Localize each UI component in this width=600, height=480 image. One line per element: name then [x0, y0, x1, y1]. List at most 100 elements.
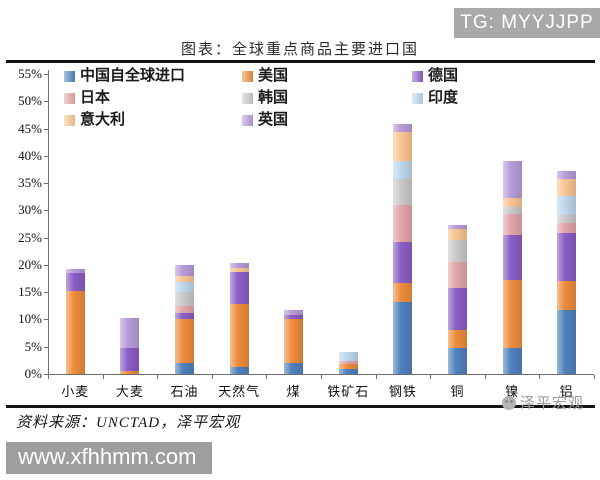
y-axis-tick — [44, 292, 48, 294]
bar-segment-德国 — [175, 312, 194, 319]
bar-segment-印度 — [338, 352, 358, 361]
bar-segment-英国 — [448, 225, 467, 229]
watermark-logo-icon — [501, 395, 516, 410]
bar-segment-英国 — [120, 317, 140, 348]
bar-segment-德国 — [120, 347, 140, 372]
bar-segment-英国 — [229, 263, 249, 269]
y-axis-tick — [44, 74, 48, 75]
tg-badge: TG: MYYJJPP — [454, 8, 600, 38]
legend-label: 日本 — [80, 90, 111, 106]
legend-item-英国: 英国 — [242, 110, 412, 131]
x-axis-tick — [211, 375, 213, 379]
x-axis-category-label: 镍 — [505, 384, 520, 399]
bar-segment-中国自全球进口 — [175, 362, 194, 374]
bar-segment-英国 — [175, 264, 194, 277]
bar-segment-德国 — [65, 272, 85, 292]
bar-segment-中国自全球进口 — [502, 348, 522, 374]
bar-segment-日本 — [448, 261, 467, 289]
y-axis-tick — [44, 101, 48, 103]
legend-label: 印度 — [428, 90, 459, 106]
bar-segment-日本 — [338, 360, 358, 365]
bar-segment-英国 — [284, 309, 304, 316]
legend-label: 美国 — [258, 68, 289, 84]
x-axis-tick — [157, 375, 159, 379]
bar-segment-日本 — [175, 306, 194, 313]
bar-segment-印度 — [175, 281, 194, 292]
bar-segment-德国 — [229, 272, 249, 304]
legend-label: 韩国 — [258, 90, 289, 106]
legend-item-意大利: 意大利 — [64, 110, 242, 131]
y-axis-tick — [44, 183, 48, 185]
y-axis-tick-label: 45% — [18, 120, 42, 136]
bar-segment-美国 — [338, 364, 358, 370]
bar-segment-美国 — [502, 280, 522, 349]
bar-segment-美国 — [120, 371, 140, 374]
bar-segment-美国 — [284, 319, 304, 364]
legend-swatch-icon — [64, 71, 75, 82]
y-axis-tick-label: 55% — [18, 66, 42, 81]
watermark: 泽平宏观 — [501, 392, 584, 413]
y-axis-tick — [44, 210, 48, 212]
bar-segment-英国 — [65, 268, 85, 273]
bar-segment-美国 — [393, 283, 413, 302]
legend-item-日本: 日本 — [64, 88, 242, 109]
x-axis-tick — [430, 375, 432, 379]
y-axis-tick — [44, 374, 48, 375]
bar-segment-中国自全球进口 — [284, 363, 304, 374]
x-axis-tick — [539, 375, 541, 379]
legend-label: 意大利 — [80, 112, 126, 128]
x-axis-tick — [48, 375, 49, 379]
x-axis-category-label: 铝 — [559, 384, 574, 399]
legend-label: 德国 — [428, 68, 459, 84]
bar-segment-德国 — [557, 233, 577, 282]
url-badge: www.xfhhmm.com — [6, 442, 213, 474]
legend-swatch-icon — [242, 115, 253, 126]
bar-segment-中国自全球进口 — [557, 310, 577, 374]
bar-segment-印度 — [557, 196, 577, 215]
bar-segment-美国 — [229, 303, 249, 368]
bar-segment-中国自全球进口 — [448, 347, 467, 374]
y-axis-tick-label: 10% — [18, 311, 42, 327]
legend-swatch-icon — [64, 115, 75, 126]
bar-segment-韩国 — [393, 178, 413, 206]
x-axis-category-label: 铁矿石 — [327, 384, 370, 399]
legend-swatch-icon — [242, 93, 253, 104]
bar-segment-英国 — [502, 161, 522, 198]
legend-label: 中国自全球进口 — [80, 68, 186, 84]
y-axis-tick-label: 15% — [18, 284, 42, 300]
bar-segment-美国 — [448, 330, 467, 348]
bar-segment-美国 — [65, 291, 85, 374]
bottom-rule — [6, 405, 595, 408]
legend-item-美国: 美国 — [242, 66, 412, 87]
y-axis-tick — [44, 319, 48, 321]
bar-segment-韩国 — [502, 207, 522, 214]
watermark-text: 泽平宏观 — [519, 396, 584, 412]
legend-swatch-icon — [412, 93, 423, 104]
y-axis-tick-label: 40% — [18, 147, 42, 163]
bar-segment-意大利 — [557, 179, 577, 197]
x-axis-tick — [375, 375, 377, 379]
chart-title: 图表：全球重点商品主要进口国 — [180, 42, 419, 58]
x-axis-line — [48, 374, 594, 375]
bar-segment-意大利 — [448, 228, 467, 240]
legend-item-德国: 德国 — [412, 66, 458, 87]
legend-item-中国自全球进口: 中国自全球进口 — [64, 66, 242, 87]
legend-label: 英国 — [258, 112, 289, 128]
bar-segment-英国 — [557, 171, 577, 180]
y-axis-tick — [44, 346, 48, 348]
legend-swatch-icon — [412, 71, 423, 82]
x-axis-category-label: 煤 — [286, 384, 301, 399]
bar-segment-意大利 — [502, 197, 522, 208]
bar-segment-日本 — [393, 205, 413, 242]
y-axis-tick-label: 50% — [18, 93, 42, 109]
bar-segment-日本 — [502, 213, 522, 235]
top-rule — [6, 60, 595, 63]
bar-segment-美国 — [175, 318, 194, 363]
y-axis-tick-label: 0% — [24, 366, 42, 381]
x-axis-category-label: 天然气 — [218, 384, 261, 399]
bar-segment-韩国 — [175, 291, 194, 307]
y-axis-tick-label: 35% — [18, 175, 42, 191]
bar-segment-英国 — [393, 124, 413, 133]
x-axis-category-label: 大麦 — [115, 384, 144, 399]
